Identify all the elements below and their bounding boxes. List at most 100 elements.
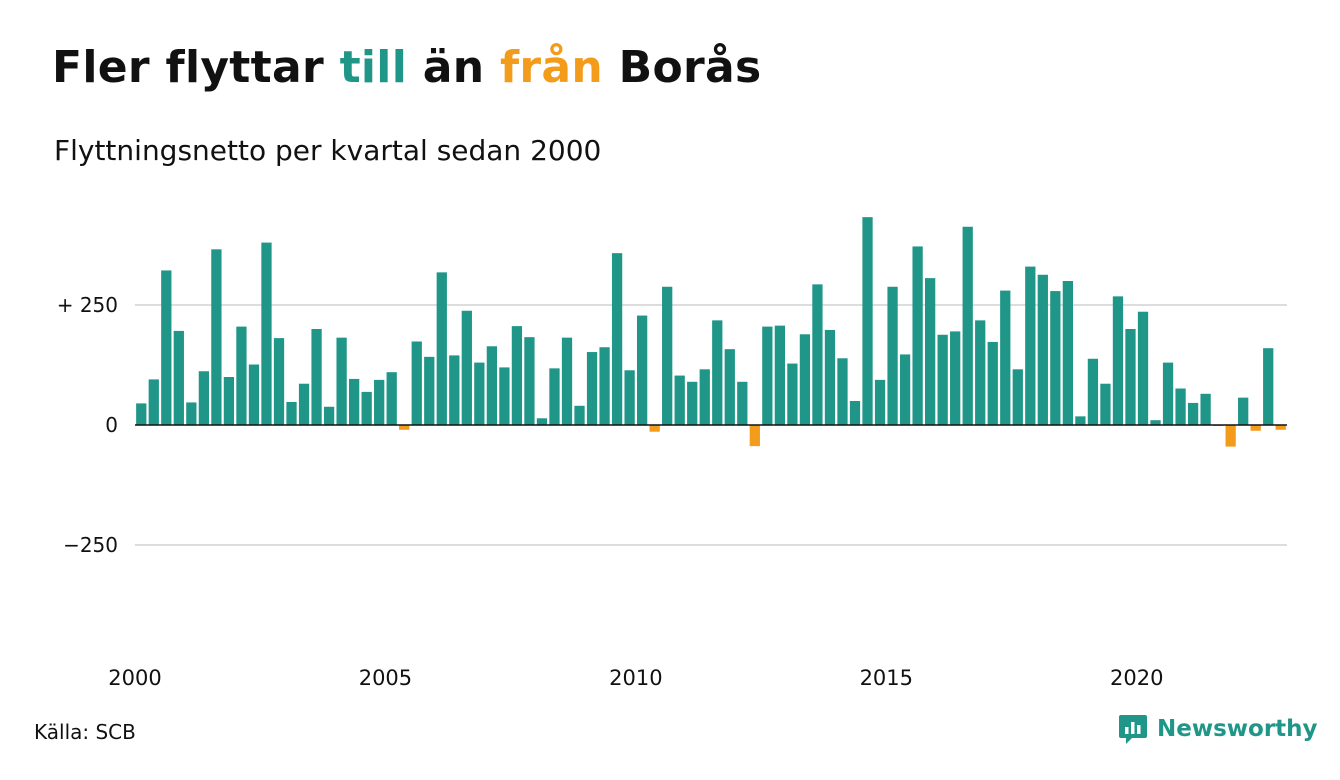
bar	[724, 349, 735, 425]
bar	[962, 226, 973, 425]
bar	[975, 320, 986, 425]
bar	[186, 402, 197, 425]
bar	[611, 253, 623, 425]
bar	[261, 242, 272, 425]
bar	[161, 270, 172, 425]
chart-subtitle: Flyttningsnetto per kvartal sedan 2000	[54, 134, 602, 167]
bar	[987, 341, 998, 425]
bar	[1087, 358, 1099, 425]
bar	[774, 325, 786, 425]
bar	[799, 334, 811, 425]
bar	[699, 369, 710, 425]
chart-title: Fler flyttar till än från Borås	[52, 42, 761, 93]
bar	[486, 346, 498, 425]
bar	[1000, 290, 1011, 425]
bar	[1238, 397, 1249, 425]
axis-layer: + 250 0 −250 2000 2005 2010 2015 2020	[57, 293, 1287, 690]
bar	[912, 246, 923, 425]
bar	[787, 363, 798, 425]
bar	[399, 425, 410, 430]
bar	[925, 278, 936, 425]
bar	[762, 326, 773, 425]
bar	[824, 329, 836, 425]
bar	[561, 337, 573, 425]
bar	[436, 272, 447, 425]
bar	[236, 326, 247, 425]
bar	[461, 310, 472, 425]
bar	[1275, 425, 1286, 430]
bar	[1125, 329, 1136, 425]
x-tick-label: 2000	[108, 666, 161, 690]
bar	[1162, 362, 1174, 425]
bar	[737, 381, 748, 425]
source-note: Källa: SCB	[34, 720, 136, 744]
bar	[674, 375, 685, 425]
bar	[1263, 348, 1274, 425]
bar	[687, 381, 698, 425]
bar	[424, 356, 435, 425]
title-part-5: Borås	[603, 42, 762, 93]
x-tick-label: 2010	[609, 666, 662, 690]
bar	[198, 371, 210, 425]
y-tick-label: −250	[63, 533, 118, 557]
bar	[173, 330, 184, 425]
bar	[586, 352, 598, 425]
x-tick-label: 2020	[1110, 666, 1163, 690]
x-tick-label: 2005	[359, 666, 412, 690]
bar-layer	[136, 217, 1286, 447]
bar	[599, 347, 610, 425]
brand-name: Newsworthy	[1157, 716, 1318, 742]
bar	[1062, 281, 1074, 425]
bar	[311, 329, 322, 425]
bar	[637, 315, 648, 425]
bar	[1175, 388, 1186, 425]
bar	[1200, 393, 1211, 425]
bar	[812, 284, 823, 425]
bar	[749, 425, 760, 447]
title-part-1: Fler flyttar	[52, 42, 340, 93]
bar	[1075, 416, 1086, 425]
y-tick-label: + 250	[57, 293, 118, 317]
bar	[624, 370, 635, 425]
bar	[1225, 425, 1236, 447]
bar	[1037, 274, 1048, 425]
bar	[937, 334, 948, 425]
x-tick-label: 2015	[860, 666, 913, 690]
bar	[273, 338, 285, 425]
bar	[536, 418, 548, 425]
bar	[649, 425, 660, 432]
bar	[849, 401, 861, 425]
grid-layer	[135, 304, 1287, 546]
bar	[223, 377, 235, 425]
bar	[499, 367, 510, 425]
bar	[899, 354, 911, 425]
bar	[874, 379, 886, 425]
bar	[1025, 266, 1036, 425]
bar	[1150, 420, 1161, 425]
newsworthy-logo-icon	[1119, 715, 1147, 744]
bar	[286, 401, 297, 425]
bar	[148, 379, 159, 425]
bar	[1187, 402, 1199, 425]
bar	[211, 249, 222, 425]
bar	[248, 364, 260, 425]
bar	[549, 368, 560, 425]
bar	[524, 337, 535, 425]
bar	[411, 341, 422, 425]
bar	[136, 403, 147, 425]
bar	[1050, 291, 1061, 425]
bar	[386, 372, 397, 425]
y-tick-label: 0	[105, 413, 118, 437]
title-word-fran: från	[499, 42, 603, 93]
bar	[1112, 296, 1124, 425]
bar	[1250, 425, 1261, 431]
bar	[323, 406, 335, 425]
brand-logo: Newsworthy	[1118, 713, 1318, 745]
bar	[662, 286, 673, 425]
bar	[474, 362, 485, 425]
bar	[1012, 369, 1023, 425]
bar	[1137, 311, 1149, 425]
bar	[574, 405, 585, 425]
bar	[862, 217, 873, 425]
